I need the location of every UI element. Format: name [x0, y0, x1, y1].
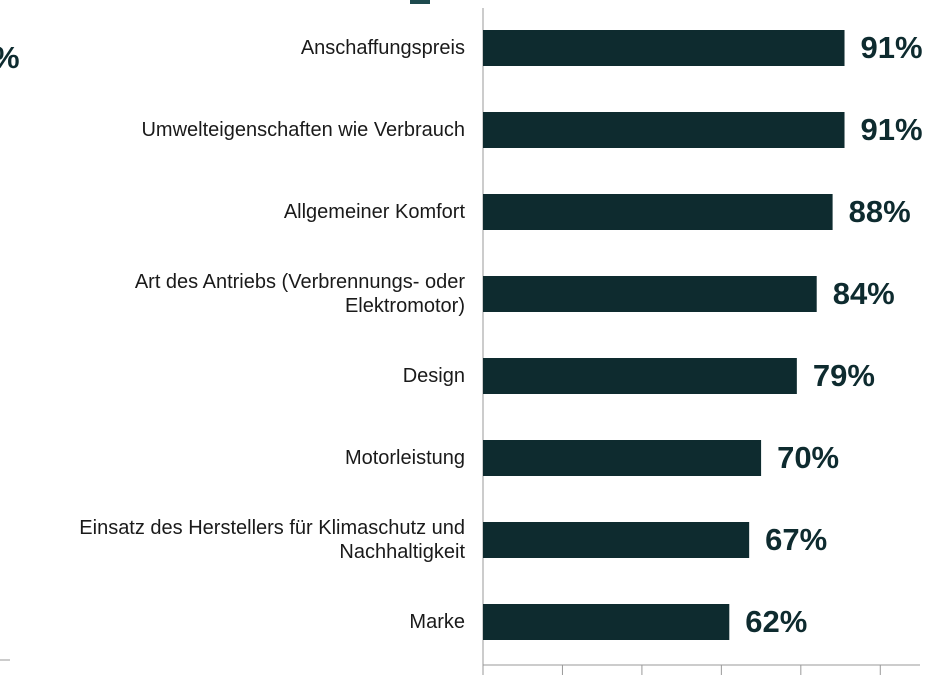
bar [483, 30, 845, 66]
value-label: 67% [765, 522, 827, 557]
category-label: Einsatz des Herstellers für Klimaschutz … [79, 517, 465, 563]
value-label: 91% [861, 30, 923, 65]
value-label: 84% [833, 276, 895, 311]
bar [483, 112, 845, 148]
category-label: Allgemeiner Komfort [283, 201, 465, 223]
annotation: % [0, 40, 20, 76]
bar [483, 604, 730, 640]
bar [483, 358, 797, 394]
category-label: Umwelteigenschaften wie Verbrauch [141, 119, 465, 141]
value-label: 70% [777, 440, 839, 475]
category-label: Anschaffungspreis [300, 37, 465, 59]
category-label: Motorleistung [344, 447, 465, 469]
value-label: 88% [849, 194, 911, 229]
category-label: Marke [409, 611, 465, 633]
bar [483, 440, 762, 476]
icon-fragment [410, 0, 430, 4]
category-label: Art des Antriebs (Verbrennungs- oder Ele… [134, 271, 465, 317]
bar [483, 522, 750, 558]
category-label: Design [402, 365, 465, 387]
value-label: 91% [861, 112, 923, 147]
value-label: 79% [813, 358, 875, 393]
value-label: 62% [745, 604, 807, 639]
bar [483, 276, 817, 312]
bar [483, 194, 833, 230]
